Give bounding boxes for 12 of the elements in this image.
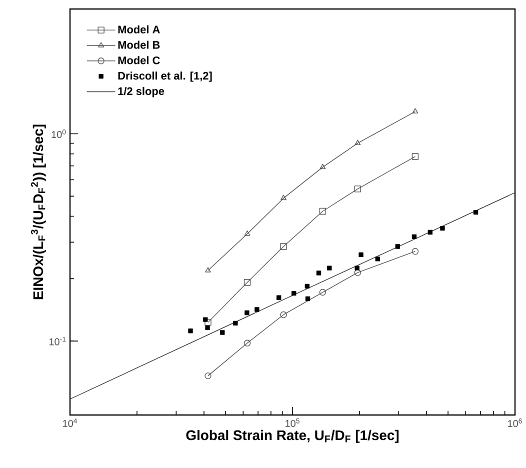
legend-label: Model A [118, 25, 160, 34]
y-tick-label: 10$^{0}$ [52, 130, 66, 138]
text: EINOx/(L$_{F}$$^{3}$/(U$_{F}$D$_{F}$$^{2}$)) [1/sec] [30, 124, 46, 300]
legend-label: Model C [118, 56, 160, 64]
legend-label: Model B [118, 40, 160, 49]
legend-label: 1/2 slope [118, 87, 164, 98]
y-tick-label: 10$^{-1}$ [49, 336, 66, 346]
x-tick-label: 10$^{5}$ [286, 418, 300, 428]
x-axis-title: Global Strain Rate, U$_{F}$/D$_{F}$ [1/sec] [186, 430, 399, 443]
x-tick-label: 10$^{6}$ [508, 418, 522, 428]
x-tick-label: 10$^{4}$ [63, 418, 78, 428]
legend-label: Driscoll et al. [1,2] [118, 72, 212, 82]
